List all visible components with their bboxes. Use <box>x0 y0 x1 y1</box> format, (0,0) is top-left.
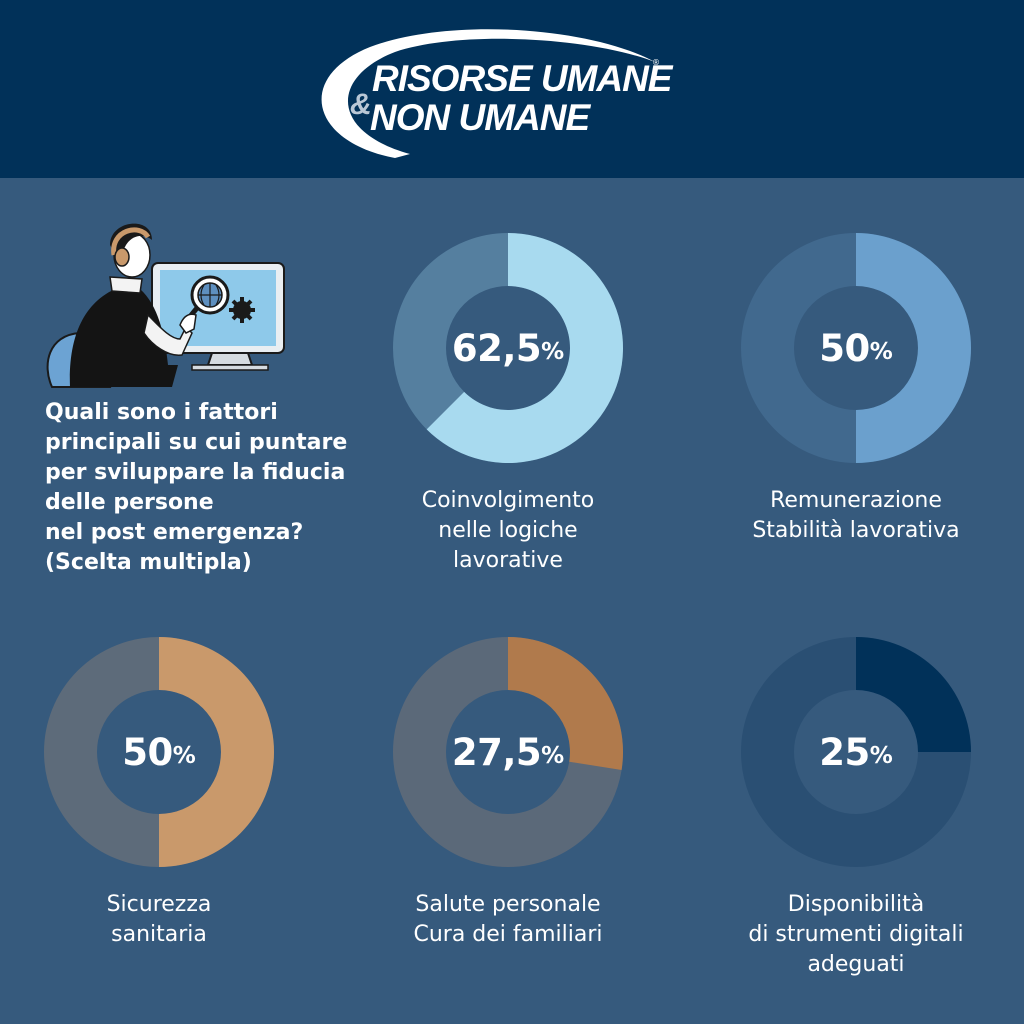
percentage-label: 50% <box>39 632 279 872</box>
percentage-value: 50 <box>122 730 173 774</box>
percentage-label: 25% <box>736 632 976 872</box>
donut-value-slice <box>856 637 971 752</box>
logo-line-2: NON UMANE <box>370 97 590 138</box>
logo-line-1: RISORSE UMANE <box>372 58 672 99</box>
person-at-computer-illustration <box>46 223 285 388</box>
donut-svg <box>741 233 971 463</box>
percentage-value: 27,5 <box>451 730 542 774</box>
percentage-symbol: % <box>172 742 196 769</box>
survey-question: Quali sono i fattori principali su cui p… <box>45 400 348 575</box>
donut-chart: 25% <box>736 632 976 872</box>
category-label: Sicurezza sanitaria <box>106 892 212 947</box>
donut-value-slice <box>508 637 623 770</box>
donut-chart: 27,5% <box>388 632 628 872</box>
donut-svg <box>393 233 623 463</box>
header-banner: RISORSE UMANE & NON UMANE ® <box>0 0 1024 178</box>
brand-logo: RISORSE UMANE & NON UMANE ® <box>300 22 680 162</box>
percentage-symbol: % <box>541 338 565 365</box>
donut-chart: 62,5% <box>388 228 628 468</box>
donut-svg <box>44 637 274 867</box>
donut-chart: 50% <box>39 632 279 872</box>
donut-value-slice <box>856 233 971 463</box>
donut-value-slice <box>159 637 274 867</box>
logo-registered-mark: ® <box>652 58 660 67</box>
percentage-symbol: % <box>541 742 565 769</box>
percentage-symbol: % <box>869 338 893 365</box>
donut-value-slice <box>426 233 623 463</box>
category-label: Remunerazione Stabilità lavorativa <box>752 488 960 543</box>
percentage-label: 62,5% <box>388 228 628 468</box>
logo-ampersand: & <box>350 88 372 121</box>
category-label: Coinvolgimento nelle logiche lavorative <box>421 488 595 573</box>
percentage-value: 50 <box>819 326 870 370</box>
donut-svg <box>741 637 971 867</box>
percentage-label: 27,5% <box>388 632 628 872</box>
donut-svg <box>393 637 623 867</box>
percentage-value: 25 <box>819 730 870 774</box>
category-label: Disponibilità di strumenti digitali adeg… <box>748 892 964 977</box>
donut-chart: 50% <box>736 228 976 468</box>
percentage-value: 62,5 <box>451 326 542 370</box>
percentage-label: 50% <box>736 228 976 468</box>
percentage-symbol: % <box>869 742 893 769</box>
category-label: Salute personale Cura dei familiari <box>413 892 603 947</box>
